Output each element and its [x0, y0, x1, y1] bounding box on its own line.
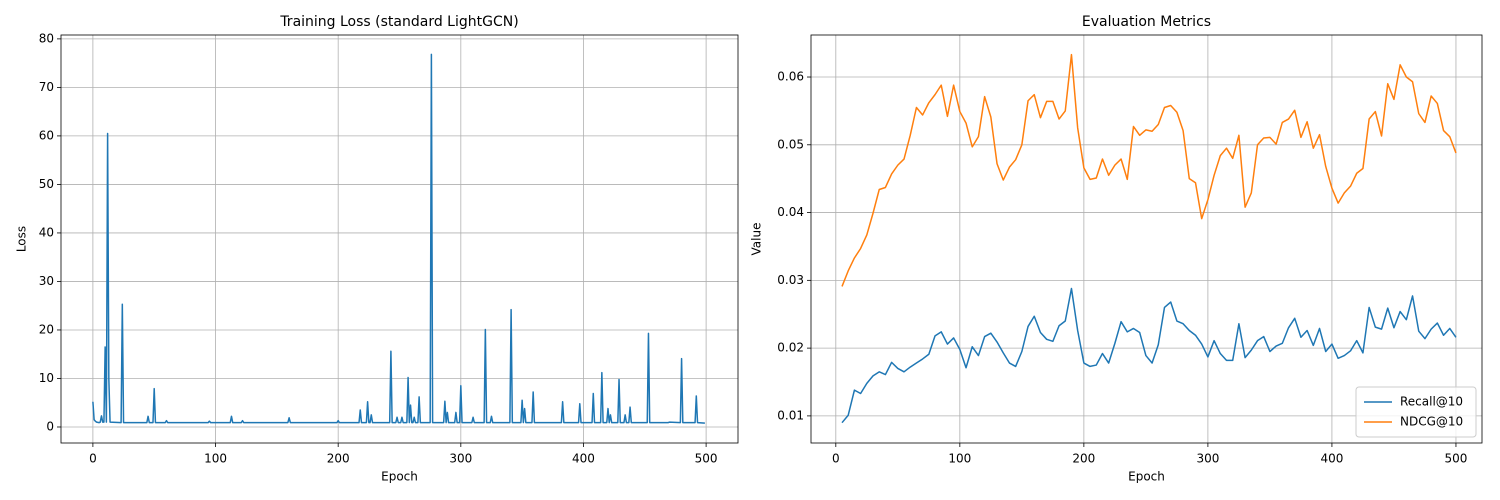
- y-tick-label: 40: [39, 225, 54, 239]
- x-tick-label: 300: [1196, 452, 1219, 466]
- x-tick-label: 0: [832, 452, 840, 466]
- y-axis-label: Value: [750, 223, 764, 256]
- y-tick-label: 0.04: [777, 205, 804, 219]
- x-tick-label: 0: [89, 452, 97, 466]
- x-tick-label: 400: [1320, 452, 1343, 466]
- x-axis-label: Epoch: [1128, 470, 1165, 484]
- y-tick-label: 70: [39, 80, 54, 94]
- y-tick-label: 0.01: [777, 408, 804, 422]
- subplot: 0 100 200 300 400 500 0 10 20 30 40 50 60 70 80 Trainin…: [15, 14, 739, 484]
- legend-label: Recall@10: [1400, 395, 1463, 409]
- data-line: [841, 53, 1457, 287]
- legend-box: [1355, 386, 1477, 438]
- y-tick-label: 10: [39, 371, 54, 385]
- legend: Recall@10 NDCG@10: [1355, 386, 1477, 438]
- x-tick-label: 400: [572, 452, 595, 466]
- plot-frame: [60, 34, 739, 444]
- y-axis-label: Loss: [15, 226, 29, 252]
- x-tick-label: 500: [695, 452, 718, 466]
- y-tick-label: 0.05: [777, 137, 804, 151]
- y-tick-label: 60: [39, 128, 54, 142]
- y-tick-label: 0.02: [777, 341, 804, 355]
- y-tick-label: 0.03: [777, 273, 804, 287]
- y-tick-label: 50: [39, 177, 54, 191]
- x-tick-label: 100: [948, 452, 971, 466]
- x-tick-label: 100: [204, 452, 227, 466]
- chart-title: Training Loss (standard LightGCN): [279, 14, 518, 30]
- data-line: [92, 53, 705, 424]
- y-tick-label: 0: [46, 419, 54, 433]
- y-tick-label: 20: [39, 322, 54, 336]
- y-tick-label: 0.06: [777, 70, 804, 84]
- x-tick-label: 200: [327, 452, 350, 466]
- y-tick-label: 30: [39, 274, 54, 288]
- x-tick-label: 500: [1445, 452, 1468, 466]
- x-tick-label: 300: [449, 452, 472, 466]
- legend-label: NDCG@10: [1400, 415, 1463, 429]
- subplot: 0 100 200 300 400 500 0.01 0.02 0.03 0.04 0.05 0.06…: [750, 14, 1483, 484]
- x-axis-label: Epoch: [381, 470, 418, 484]
- y-tick-label: 80: [39, 31, 54, 45]
- data-line: [841, 287, 1457, 424]
- x-tick-label: 200: [1072, 452, 1095, 466]
- plot-frame: [810, 34, 1483, 444]
- chart-title: Evaluation Metrics: [1082, 14, 1211, 30]
